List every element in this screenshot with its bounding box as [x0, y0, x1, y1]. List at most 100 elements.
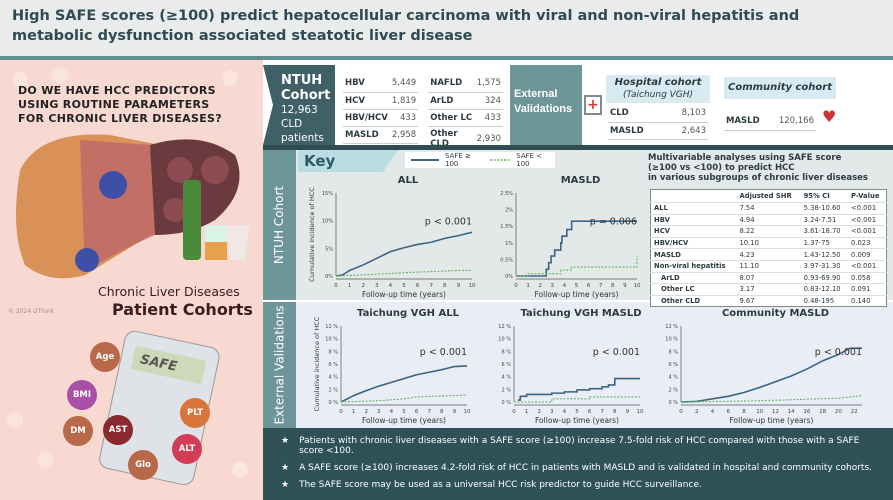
- x-tick-label: 6: [416, 283, 420, 289]
- y-tick-label: 4 %: [501, 375, 511, 381]
- column-header: 95% CI: [803, 192, 830, 200]
- x-tick-label: 22: [851, 409, 858, 415]
- cell: HBV/HCV: [650, 236, 737, 249]
- cell: MASLD: [650, 248, 737, 261]
- cell: 5.38-10.60: [800, 202, 848, 215]
- parameter-glo: Glo: [128, 450, 158, 480]
- y-tick-label: 0%: [325, 274, 333, 280]
- multivariable-title-line: (≥100 vs <100) to predict HCC: [648, 163, 795, 173]
- y-tick-label: 12 %: [325, 324, 338, 330]
- multivariable-table: Adjusted SHR 95% CI P-Value ALL 7.54 5.38-10.…: [650, 189, 887, 308]
- bullet: ★ Patients with chronic liver diseases wi…: [281, 436, 875, 456]
- question-line: USING ROUTINE PARAMETERS: [18, 98, 210, 111]
- validation-cohorts: + Hospital cohort (Taichung VGH) CLD 8,103…: [582, 65, 893, 145]
- cell: 433: [474, 109, 503, 127]
- cell: 4.94: [736, 213, 801, 226]
- chart-title: Taichung VGH MASLD: [520, 308, 642, 319]
- virus-icon: [99, 171, 127, 199]
- bullet: ★ The SAFE score may be used as a univers…: [281, 480, 875, 490]
- x-tick-label: 10: [464, 409, 471, 415]
- cell: NAFLD: [428, 75, 475, 93]
- y-tick-label: 1%: [505, 241, 513, 247]
- x-tick-label: 7: [600, 409, 604, 415]
- question-line: DO WE HAVE HCC PREDICTORS: [18, 84, 216, 97]
- cell: 0.48-195: [800, 294, 848, 307]
- cell: 5,449: [389, 75, 419, 93]
- ntuh-cohort-label: NTUH Cohort: [263, 150, 296, 300]
- x-tick-label: 6: [588, 409, 592, 415]
- validations-label: Validations: [514, 103, 573, 115]
- star-icon: ★: [281, 436, 290, 446]
- legend-high-line: [411, 159, 439, 161]
- bottle-icon: [183, 180, 201, 260]
- ntuh-count: 12,963: [281, 104, 318, 116]
- series-safe-low: [514, 396, 640, 403]
- x-tick-label: 2: [361, 283, 365, 289]
- cell: CLD: [608, 105, 666, 123]
- cohort-table-right: NAFLD 1,575 ArLD 324 Other LC 433 Other CLD 2,9…: [428, 75, 503, 152]
- y-axis-label: Cumulative incidence of HCC: [308, 187, 316, 282]
- cell: 0.009: [847, 248, 887, 261]
- community-cohort-title: Community cohort: [724, 77, 836, 99]
- conclusions: ★ Patients with chronic liver diseases wi…: [263, 428, 893, 500]
- cell: 3.97-31.30: [800, 259, 848, 273]
- x-axis-label: Follow-up time (years): [362, 416, 446, 425]
- y-tick-label: 0 %: [328, 400, 338, 406]
- x-tick-label: 8: [443, 283, 447, 289]
- y-tick-label: 6 %: [501, 362, 511, 368]
- cell: ArLD: [428, 92, 475, 110]
- x-tick-label: 12: [772, 409, 779, 415]
- chart-masld: MASLD 0% 0.5% 1% 1.5% 2% 2.5% 0 1 2 3 4 5 6 7 8 9 10 Follo…: [480, 175, 645, 300]
- x-axis-label: Follow-up time (years): [730, 416, 814, 425]
- legend-low-label: SAFE < 100: [516, 152, 543, 168]
- parameter-bmi: BMI: [67, 380, 97, 410]
- table-row: HBV/HCV 433: [343, 109, 419, 127]
- y-tick-label: 0 %: [501, 400, 511, 406]
- x-tick-label: 14: [788, 409, 795, 415]
- y-tick-label: 8 %: [668, 349, 678, 355]
- cell: MASLD: [343, 126, 390, 144]
- bullet-text: Patients with chronic liver diseases wit…: [299, 436, 860, 456]
- series-safe-high: [517, 377, 640, 401]
- cell: 9.67: [736, 294, 801, 307]
- bullet: ★ A SAFE score (≥100) increases 4.2-fold …: [281, 463, 875, 473]
- x-tick-label: 16: [803, 409, 810, 415]
- chart-title: Community MASLD: [721, 308, 830, 319]
- x-tick-label: 4: [389, 283, 393, 289]
- table-row: MASLD 120,166: [724, 113, 816, 131]
- x-tick-label: 9: [457, 283, 461, 289]
- cell: Other LC: [650, 283, 737, 296]
- table-row: HBV/HCV 10.10 1.37-75 0.023: [650, 236, 887, 249]
- divider: [263, 145, 893, 150]
- cell: HBV: [650, 213, 737, 226]
- y-tick-label: 15%: [322, 191, 333, 197]
- ntuh-cohort-header: NTUH Cohort 12,963 CLD patients: [263, 65, 335, 145]
- community-table: MASLD 120,166: [724, 113, 816, 131]
- x-tick-label: 1: [525, 409, 529, 415]
- x-tick-label: 18: [819, 409, 826, 415]
- y-tick-label: 2%: [505, 208, 513, 214]
- external-validations-label-text: External Validations: [272, 305, 287, 425]
- x-tick-label: 1: [526, 283, 530, 289]
- x-tick-label: 10: [469, 283, 476, 289]
- hospital-table: CLD 8,103 MASLD 2,643: [608, 105, 708, 140]
- x-tick-label: 5: [575, 283, 579, 289]
- cell: 0.058: [847, 271, 887, 284]
- external-validations-label: External Validations: [263, 302, 296, 428]
- y-tick-label: 2 %: [668, 387, 678, 393]
- x-axis-label: Follow-up time (years): [362, 290, 446, 299]
- parameter-plt: PLT: [180, 398, 210, 428]
- x-tick-label: 0: [334, 283, 338, 289]
- y-axis-label: Cumulative incidence of HCC: [313, 316, 321, 411]
- legend: SAFE ≥ 100 SAFE < 100: [405, 152, 555, 168]
- cell: Other LC: [428, 109, 475, 127]
- cell: <0.001: [847, 202, 887, 215]
- chart-title: ALL: [397, 175, 419, 186]
- cell: 7.54: [736, 202, 801, 215]
- cell: 120,166: [769, 113, 816, 131]
- cell: MASLD: [724, 113, 770, 131]
- cell: HCV: [650, 225, 737, 238]
- table-row: MASLD 2,643: [608, 122, 708, 140]
- x-tick-label: 10: [634, 283, 641, 289]
- y-tick-label: 6 %: [328, 362, 338, 368]
